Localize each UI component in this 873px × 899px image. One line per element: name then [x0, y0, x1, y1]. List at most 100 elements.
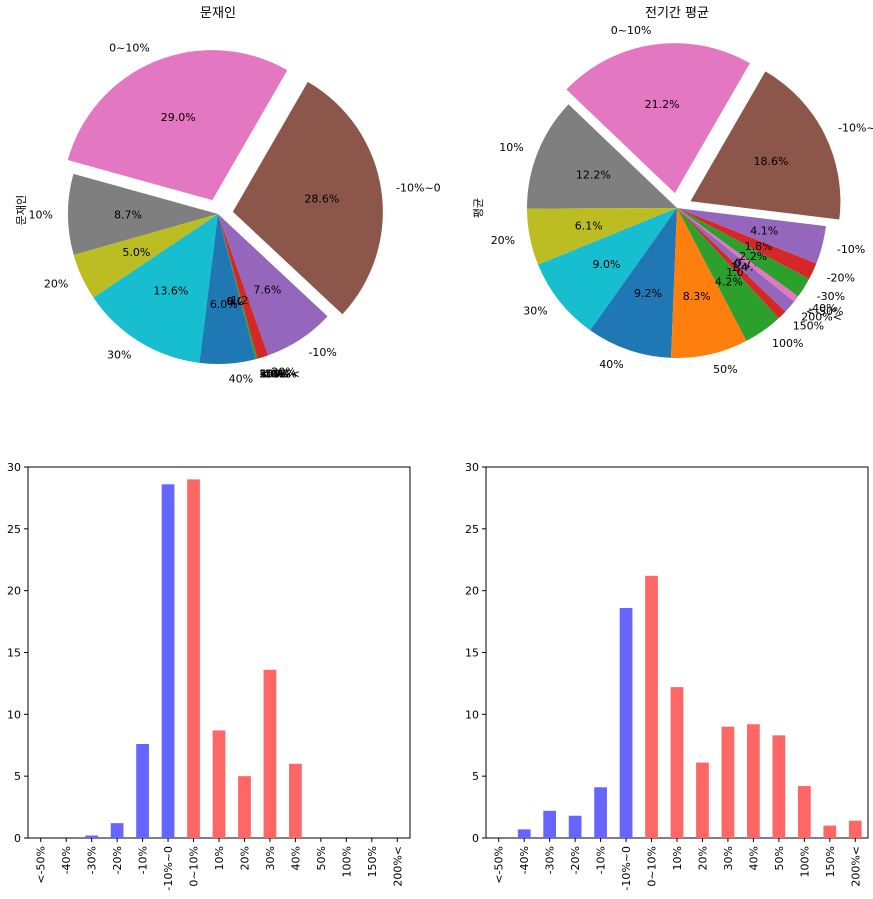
x-tick-label: -10%~0 [162, 846, 175, 891]
pie-slice--30pct [218, 214, 258, 360]
slice-category-label: 150% [793, 320, 824, 333]
bar-40pct [289, 763, 302, 838]
slice-category-label: 200%< [259, 368, 300, 381]
pie-slice--10pct [218, 214, 328, 356]
x-tick-label: 20% [696, 846, 709, 870]
slice-percent-label: 8.7% [114, 208, 142, 221]
pie-slice--10pctto0 [690, 71, 841, 220]
slice-category-label: 50% [713, 363, 737, 376]
x-tick-label: 40% [289, 846, 302, 870]
x-tick-label: 20% [238, 846, 251, 870]
slice-percent-label: 4.2% [715, 276, 743, 289]
slice-category-label: 30% [523, 304, 547, 317]
bar--10pctto0 [161, 484, 175, 838]
slice-percent-label: 21.2% [645, 98, 680, 111]
pie-slice--30pct [677, 208, 810, 297]
slice-percent-label: 28.6% [304, 193, 339, 206]
slice-category-label: -40% [259, 368, 287, 381]
x-tick-label: 50% [773, 846, 786, 870]
pie-slice--10pct [677, 208, 826, 264]
slice-category-label: 40% [229, 373, 253, 386]
x-tick-label: -20% [111, 846, 124, 874]
x-tick-label: -10% [595, 846, 608, 874]
x-tick-label: 30% [264, 846, 277, 870]
slice-percent-label: 9.2% [634, 287, 662, 300]
pie-slice-200pctlt [677, 208, 795, 312]
x-tick-label: -20% [569, 846, 582, 874]
y-axis-label: 평균 [472, 198, 485, 218]
pie-slice-20pct [527, 208, 677, 265]
bar--10pctto0 [619, 607, 633, 838]
slice-category-label: -30% [260, 367, 288, 380]
slice-category-label: -40% [808, 302, 836, 315]
pie-slice-30pct [538, 208, 677, 331]
bar-chart-period-average: 0 5 10 15 20 25 30 <-50% -40% -30% -20% -10% -10%~0 0… [465, 461, 869, 891]
slice-category-label: -10%~0 [396, 181, 441, 194]
y-tick-label: 25 [7, 523, 21, 536]
slice-percent-label: 18.6% [753, 155, 788, 168]
slice-category-label: -10% [308, 346, 336, 359]
slice-category-label: 20% [44, 277, 68, 290]
x-tick-label: -10%~0 [620, 846, 633, 891]
x-tick-label: 50% [315, 846, 328, 870]
y-tick-label: 10 [7, 708, 21, 721]
slice-percent-label: 9.0% [592, 258, 620, 271]
pie-slice-0to10pct [67, 50, 288, 201]
slice-percent-label: 5.0% [122, 246, 150, 259]
pie-slice-10pct [68, 173, 218, 255]
bar-50pct [772, 735, 786, 838]
x-tick-label: <-50% [493, 846, 506, 884]
slice-percent-label: 7.6% [253, 283, 281, 296]
slice-category-label: -20% [827, 272, 855, 285]
slice-percent-label: 6.1% [575, 220, 603, 233]
slice-percent-label: 12.2% [576, 169, 611, 182]
slice-category-label: 200%< [801, 311, 842, 324]
bar-150pct [823, 825, 837, 838]
pie-slice--20pct [677, 208, 817, 279]
x-tick-label: 100% [798, 846, 811, 877]
x-tick-label: 10% [213, 846, 226, 870]
slice-category-label: -10%~0 [838, 122, 873, 135]
x-tick-label: 40% [747, 846, 760, 870]
slice-category-label: <-50% [806, 305, 844, 318]
pie-slice-20pct [73, 214, 218, 298]
pie-slice-10pct [527, 104, 677, 209]
y-tick-label: 15 [465, 647, 479, 660]
slice-category-label: -30% [817, 290, 845, 303]
bar--20pct [568, 815, 582, 838]
pie-slice--10pctto0 [232, 81, 383, 315]
bar--10pct [136, 744, 149, 838]
bar--30pct [543, 810, 557, 838]
y-tick-label: 5 [472, 770, 479, 783]
bar-30pct [263, 669, 277, 838]
bar--20pct [110, 823, 124, 838]
x-tick-label: 0~10% [188, 846, 201, 887]
slice-category-label: <-50% [259, 368, 297, 381]
bar-40pct [747, 724, 760, 838]
chart-title: 문재인 [200, 6, 236, 21]
x-tick-label: 100% [340, 846, 353, 877]
x-tick-label: 0~10% [646, 846, 659, 887]
slice-category-label: 20% [491, 234, 515, 247]
y-tick-label: 0 [14, 832, 21, 845]
slice-category-label: 40% [599, 358, 623, 371]
y-tick-label: 30 [465, 461, 479, 474]
slice-category-label: 30% [107, 349, 131, 362]
x-tick-label: 200%< [849, 846, 862, 887]
pie-slice-30pct [93, 214, 218, 363]
chart-title: 전기간 평균 [645, 6, 709, 21]
slice-category-label: 0~10% [109, 41, 150, 54]
pie-slice-0to10pct [566, 43, 750, 194]
slice-category-label: 10% [499, 141, 523, 154]
x-tick-label: <-50% [35, 846, 48, 884]
x-tick-label: -30% [544, 846, 557, 874]
y-tick-label: 25 [465, 523, 479, 536]
bar-0to10pct [645, 575, 658, 838]
slice-category-label: 100% [259, 368, 290, 381]
slice-category-label: 10% [29, 209, 53, 222]
slice-category-label: 100% [772, 337, 803, 350]
bar-10pct [212, 730, 226, 838]
y-tick-label: 30 [7, 461, 21, 474]
